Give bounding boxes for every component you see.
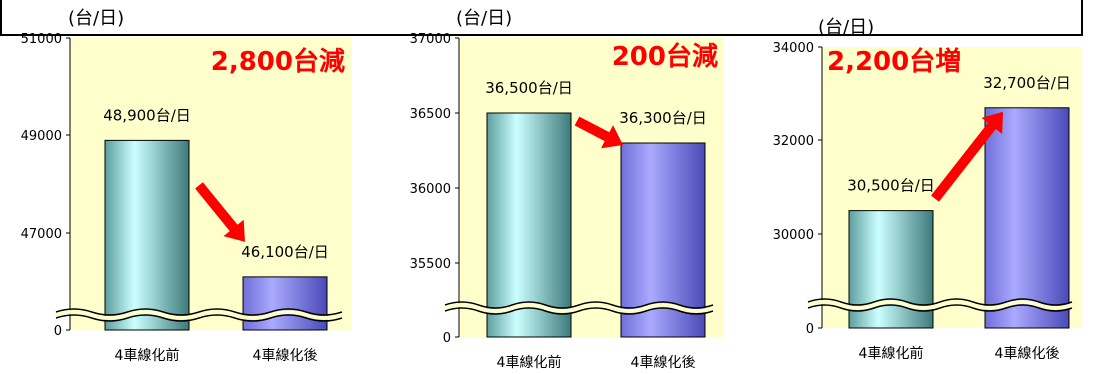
bar-value-label: 36,500台/日 <box>485 79 573 97</box>
change-label: 2,800台減 <box>211 46 345 77</box>
change-label: 200台減 <box>612 41 718 72</box>
y-tick-label: 34000 <box>773 41 814 56</box>
x-category-label: 4車線化後 <box>995 345 1060 362</box>
bar-before <box>486 112 572 338</box>
y-tick-label: 37000 <box>410 32 451 47</box>
unit-label: (台/日) <box>68 8 124 29</box>
axis-break-line <box>55 314 343 322</box>
bar-value-label: 46,100台/日 <box>241 243 329 261</box>
axis-break-line <box>55 308 343 316</box>
y-tick-label: 36000 <box>410 182 451 197</box>
y-tick-label: 0 <box>806 322 814 337</box>
axis-break-line <box>444 307 714 315</box>
y-tick-label: 30000 <box>773 228 814 243</box>
change-arrow-icon <box>931 111 1004 202</box>
chart-panel-2: (台/日) 37000 36500 36000 35500 0 36,500台/日 4車線化前… <box>410 8 723 371</box>
x-category-label: 4車線化前 <box>859 345 924 362</box>
y-tick-label: 49000 <box>21 129 62 144</box>
x-category-label: 4車線化前 <box>497 354 562 371</box>
y-tick-label: 0 <box>54 324 62 339</box>
bar-value-label: 36,300台/日 <box>619 109 707 127</box>
y-tick-label: 32000 <box>773 134 814 149</box>
axis-break-line <box>444 301 714 309</box>
y-tick-label: 47000 <box>21 227 62 242</box>
x-category-label: 4車線化前 <box>115 347 180 364</box>
bar-after <box>242 276 328 331</box>
x-category-label: 4車線化後 <box>253 347 318 364</box>
bar-value-label: 48,900台/日 <box>103 106 191 124</box>
bar-after <box>984 107 1070 329</box>
bar-value-label: 30,500台/日 <box>847 177 935 195</box>
axis-break-gap <box>807 300 1073 310</box>
axis-break-gap <box>55 310 343 320</box>
axis-break-line <box>807 304 1073 312</box>
change-arrow-icon <box>574 116 624 149</box>
chart-panel-3: (台/日) 34000 32000 30000 0 30,500台/日 4車線化前 32,70… <box>773 17 1082 362</box>
axis-break-gap <box>444 303 714 313</box>
y-tick-label: 51000 <box>21 32 62 47</box>
change-label: 2,200台増 <box>827 46 961 77</box>
y-tick-label: 35500 <box>410 257 451 272</box>
chart-panel-1: (台/日) 51000 49000 47000 0 48,900台/日 4車線化前 46,10… <box>21 8 352 364</box>
caption-frame <box>0 0 1083 36</box>
bar-before <box>104 139 190 331</box>
unit-label: (台/日) <box>456 8 512 29</box>
unit-label: (台/日) <box>818 17 874 38</box>
y-tick-label: 0 <box>443 331 451 346</box>
change-arrow-icon <box>195 182 245 242</box>
y-tick-label: 36500 <box>410 107 451 122</box>
axis-break-line <box>807 298 1073 306</box>
x-category-label: 4車線化後 <box>631 354 696 371</box>
bar-value-label: 32,700台/日 <box>983 74 1071 92</box>
